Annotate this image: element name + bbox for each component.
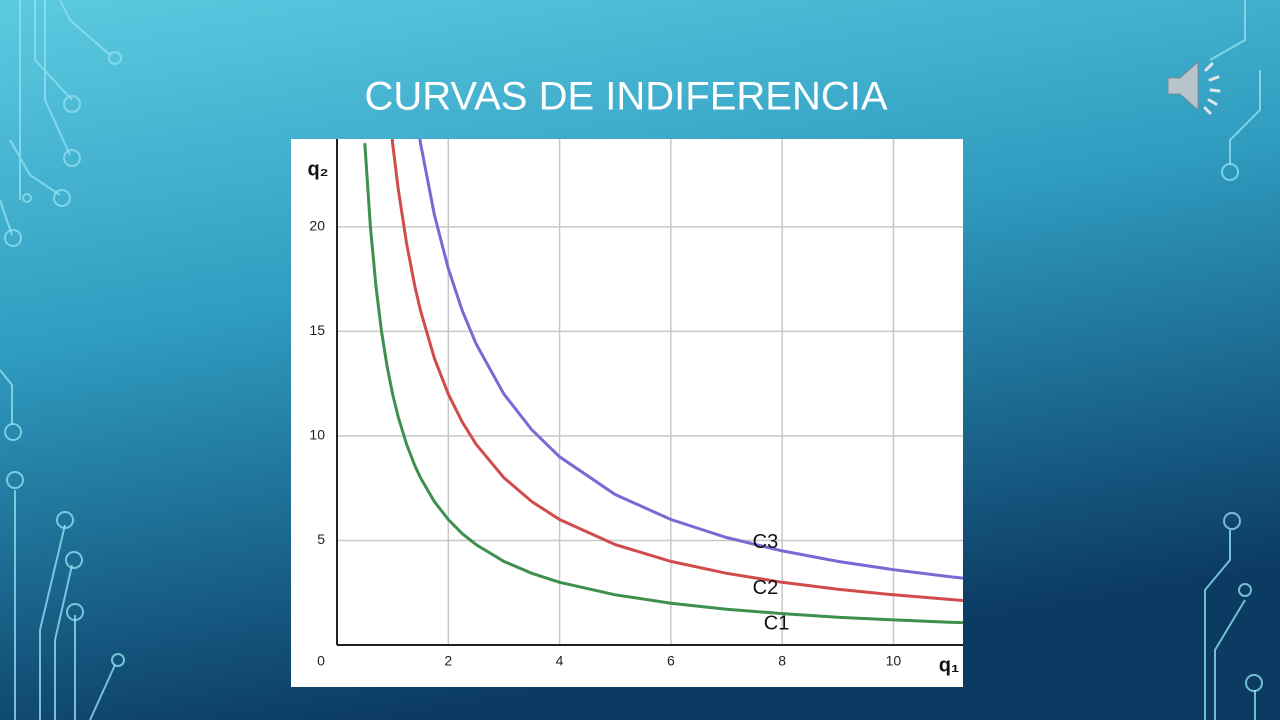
x-tick-label: 2 [444, 653, 452, 669]
speaker-icon[interactable] [1167, 60, 1221, 115]
x-tick-label: 10 [886, 653, 902, 669]
y-tick-label: 5 [317, 531, 325, 547]
x-tick-label: 8 [778, 653, 786, 669]
curve [363, 143, 963, 625]
curve-label: C1 [764, 612, 790, 634]
y-tick-label: 15 [309, 322, 325, 338]
x-tick-label: 4 [556, 653, 564, 669]
curve [418, 139, 963, 580]
y-tick-label: 20 [309, 218, 325, 234]
slide-title: CURVAS DE INDIFERENCIA [364, 75, 887, 119]
y-axis-label: q₂ [307, 158, 328, 180]
x-tick-label: 6 [667, 653, 675, 669]
plot-area: 5 10 15 20 0 2 4 6 8 10 C1 C2 C3 [309, 139, 963, 669]
x-axis-label: q₁ [939, 654, 960, 676]
y-tick-label: 10 [309, 427, 325, 443]
curve [390, 139, 963, 602]
curve-label: C3 [753, 531, 779, 553]
curve-label: C2 [753, 577, 779, 599]
chart-background [291, 139, 963, 687]
x-tick-label: 0 [317, 653, 325, 669]
